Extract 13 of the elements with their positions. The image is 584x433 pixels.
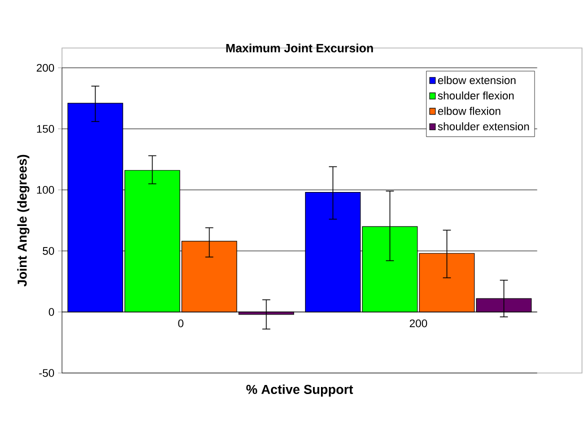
legend-label: shoulder flexion <box>438 91 514 100</box>
y-tick-label: 50 <box>42 247 54 255</box>
chart-title: Maximum Joint Excursion <box>226 44 373 52</box>
legend-label: shoulder extension <box>438 122 529 130</box>
legend-label: elbow extension <box>438 76 516 84</box>
y-tick-label: 100 <box>37 186 54 194</box>
y-tick-label: 0 <box>48 308 54 316</box>
y-tick-label: -50 <box>39 369 54 377</box>
x-axis-title: % Active Support <box>246 384 354 397</box>
y-tick-label: 150 <box>37 124 54 133</box>
y-axis-title: Joint Angle (degrees) <box>17 154 30 286</box>
y-tick-label: 200 <box>36 64 54 72</box>
legend-label: elbow flexion <box>438 106 500 115</box>
